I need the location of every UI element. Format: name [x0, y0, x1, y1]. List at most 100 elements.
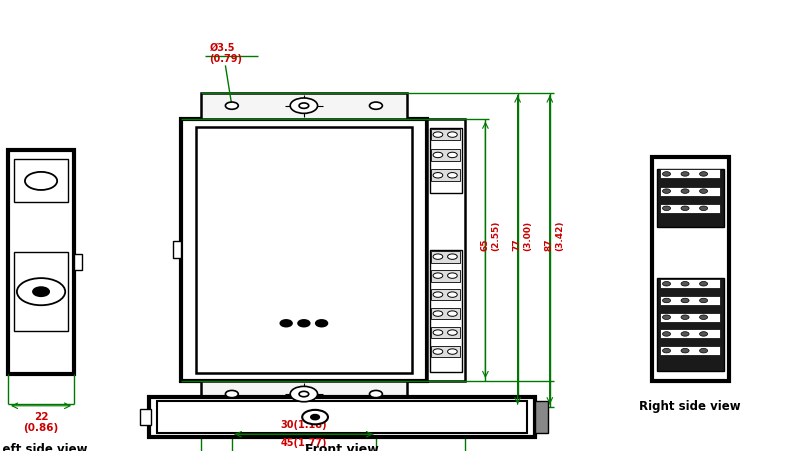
- Bar: [657, 279, 724, 371]
- Text: Front view: Front view: [305, 442, 379, 451]
- Circle shape: [17, 278, 65, 306]
- Bar: [201, 93, 407, 120]
- Bar: [431, 346, 460, 358]
- Circle shape: [681, 189, 689, 194]
- Bar: [431, 251, 460, 263]
- Circle shape: [448, 311, 457, 317]
- Bar: [431, 308, 460, 320]
- Bar: [431, 270, 460, 282]
- Circle shape: [681, 282, 689, 286]
- Bar: [14, 160, 68, 203]
- Bar: [427, 120, 465, 381]
- Text: 87
(3.42): 87 (3.42): [545, 220, 564, 250]
- Circle shape: [700, 332, 708, 336]
- Bar: [157, 401, 527, 433]
- Circle shape: [663, 349, 671, 353]
- Bar: [8, 151, 74, 374]
- Circle shape: [448, 292, 457, 298]
- Circle shape: [311, 415, 319, 419]
- Bar: [431, 150, 460, 161]
- Circle shape: [433, 330, 443, 336]
- Bar: [149, 397, 535, 437]
- Circle shape: [663, 299, 671, 303]
- Circle shape: [700, 189, 708, 194]
- Bar: [652, 158, 729, 381]
- Circle shape: [448, 330, 457, 336]
- Circle shape: [448, 153, 457, 158]
- Bar: [173, 242, 181, 259]
- Circle shape: [448, 133, 457, 138]
- Bar: [196, 128, 412, 373]
- Circle shape: [663, 282, 671, 286]
- Circle shape: [299, 104, 309, 109]
- Circle shape: [448, 349, 457, 354]
- Circle shape: [700, 299, 708, 303]
- Circle shape: [681, 299, 689, 303]
- Circle shape: [302, 410, 328, 424]
- Bar: [431, 289, 460, 301]
- Circle shape: [33, 288, 49, 297]
- Circle shape: [280, 320, 291, 327]
- Circle shape: [433, 273, 443, 279]
- Circle shape: [433, 292, 443, 298]
- Circle shape: [369, 103, 382, 110]
- Bar: [660, 346, 720, 355]
- Circle shape: [433, 254, 443, 260]
- Circle shape: [663, 315, 671, 320]
- Bar: [430, 250, 462, 372]
- Circle shape: [663, 172, 671, 177]
- Text: 30(1.18): 30(1.18): [281, 419, 327, 429]
- Bar: [181, 120, 427, 381]
- Text: 45(1.77): 45(1.77): [281, 437, 327, 447]
- Circle shape: [290, 387, 317, 402]
- Circle shape: [663, 189, 671, 194]
- Bar: [431, 327, 460, 339]
- Circle shape: [225, 391, 238, 398]
- Circle shape: [681, 315, 689, 320]
- Circle shape: [700, 315, 708, 320]
- Circle shape: [299, 391, 309, 397]
- Text: 22
(0.86): 22 (0.86): [23, 411, 59, 433]
- Circle shape: [448, 173, 457, 179]
- Circle shape: [663, 207, 671, 211]
- Circle shape: [663, 332, 671, 336]
- Bar: [201, 381, 407, 407]
- Circle shape: [290, 99, 317, 114]
- Bar: [430, 129, 462, 194]
- Bar: [660, 296, 720, 305]
- Circle shape: [681, 207, 689, 211]
- Circle shape: [681, 332, 689, 336]
- Circle shape: [25, 172, 57, 190]
- Text: Left side view: Left side view: [0, 442, 87, 451]
- Circle shape: [700, 207, 708, 211]
- Circle shape: [681, 172, 689, 177]
- Text: 65
(2.55): 65 (2.55): [481, 220, 500, 250]
- Bar: [657, 169, 724, 228]
- Circle shape: [700, 172, 708, 177]
- Bar: [431, 129, 460, 141]
- Circle shape: [433, 153, 443, 158]
- Bar: [660, 204, 720, 213]
- Circle shape: [298, 320, 309, 327]
- Circle shape: [433, 349, 443, 354]
- Bar: [660, 280, 720, 289]
- Circle shape: [316, 320, 327, 327]
- Bar: [14, 253, 68, 331]
- Circle shape: [225, 103, 238, 110]
- Circle shape: [681, 349, 689, 353]
- Bar: [660, 330, 720, 339]
- Circle shape: [433, 311, 443, 317]
- Circle shape: [700, 349, 708, 353]
- Circle shape: [700, 282, 708, 286]
- Circle shape: [448, 273, 457, 279]
- Bar: [660, 313, 720, 322]
- Text: 77
(3.00): 77 (3.00): [513, 220, 532, 250]
- Circle shape: [433, 173, 443, 179]
- Bar: [535, 401, 548, 433]
- Text: Right side view: Right side view: [639, 399, 741, 412]
- Text: Ø3.5
(0.79): Ø3.5 (0.79): [209, 42, 242, 64]
- Bar: [74, 254, 82, 271]
- Circle shape: [433, 133, 443, 138]
- Circle shape: [448, 254, 457, 260]
- Bar: [660, 170, 720, 179]
